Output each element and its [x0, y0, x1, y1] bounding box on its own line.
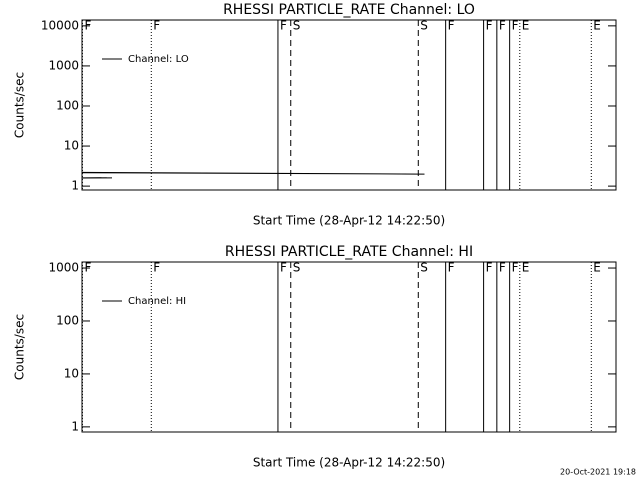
event-label: F [512, 19, 519, 33]
event-label: S [293, 19, 301, 33]
y-tick-label: 10000 [41, 18, 79, 32]
y-tick-label: 1 [71, 179, 79, 193]
event-label: F [512, 261, 519, 275]
legend-label: Channel: LO [128, 54, 189, 65]
event-label: F [448, 261, 455, 275]
y-axis-label: Counts/sec [13, 314, 27, 380]
event-label: S [420, 19, 428, 33]
y-tick-label: 1 [71, 419, 79, 433]
legend-label: Channel: HI [128, 296, 186, 307]
series-line [0, 179, 561, 198]
y-tick-label: 1000 [48, 58, 79, 72]
event-label: F [280, 19, 287, 33]
x-axis-label: Start Time (28-Apr-12 14:22:50) [253, 214, 445, 228]
event-label: F [486, 19, 493, 33]
event-label: E [522, 261, 530, 275]
event-label: F [499, 261, 506, 275]
event-label: F [280, 261, 287, 275]
event-label: S [420, 261, 428, 275]
event-label: F [499, 19, 506, 33]
event-label: F [448, 19, 455, 33]
plot-frame [81, 261, 617, 433]
y-tick-label: 1000 [48, 261, 79, 275]
chart-title: RHESSI PARTICLE_RATE Channel: LO [223, 2, 475, 18]
event-label: F [84, 261, 91, 275]
event-label: S [293, 261, 301, 275]
y-tick-label: 10 [64, 366, 79, 380]
y-tick-label: 100 [56, 98, 79, 112]
event-label: F [153, 261, 160, 275]
plot-frame [81, 19, 617, 191]
event-label: E [522, 19, 530, 33]
series-line [82, 171, 425, 179]
chart-title: RHESSI PARTICLE_RATE Channel: HI [225, 244, 473, 260]
event-label: E [593, 261, 601, 275]
footer: 20-Oct-2021 19:18 [560, 468, 636, 477]
event-label: F [486, 261, 493, 275]
x-axis-label: Start Time (28-Apr-12 14:22:50) [253, 456, 445, 470]
event-label: E [593, 19, 601, 33]
event-label: F [84, 19, 91, 33]
y-axis-label: Counts/sec [13, 72, 27, 138]
y-tick-label: 100 [56, 313, 79, 327]
event-label: F [153, 19, 160, 33]
y-tick-label: 10 [64, 139, 79, 153]
